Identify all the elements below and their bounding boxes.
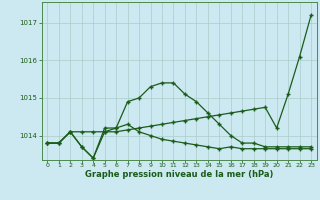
X-axis label: Graphe pression niveau de la mer (hPa): Graphe pression niveau de la mer (hPa) <box>85 170 273 179</box>
